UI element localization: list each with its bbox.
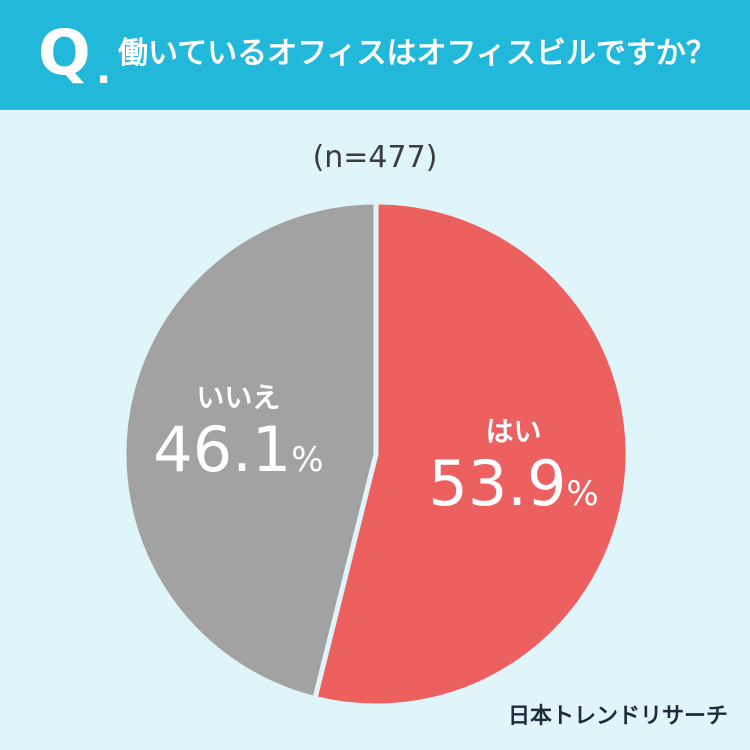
slice-unit-no: % bbox=[291, 440, 324, 481]
pie-slice-yes bbox=[312, 199, 631, 709]
header-bar: Q . 働いているオフィスはオフィスビルですか？ bbox=[0, 0, 750, 110]
slice-unit-yes: % bbox=[566, 473, 599, 514]
pie-slice-no bbox=[121, 199, 379, 701]
brand-logo: 日本トレンドリサーチ bbox=[507, 704, 728, 729]
slice-label-no: いいえ 46.1% bbox=[153, 381, 323, 485]
question-title: 働いているオフィスはオフィスビルですか？ bbox=[118, 36, 716, 71]
slice-value-yes: 53.9 bbox=[428, 446, 567, 520]
slice-name-no: いいえ bbox=[196, 381, 281, 415]
slice-label-yes: はい 53.9% bbox=[428, 415, 598, 519]
q-mark: Q bbox=[38, 16, 91, 89]
slice-value-no: 46.1 bbox=[153, 413, 292, 487]
slice-name-yes: はい bbox=[485, 414, 542, 448]
q-dot: . bbox=[96, 47, 112, 93]
sample-size: (n=477) bbox=[312, 140, 438, 175]
